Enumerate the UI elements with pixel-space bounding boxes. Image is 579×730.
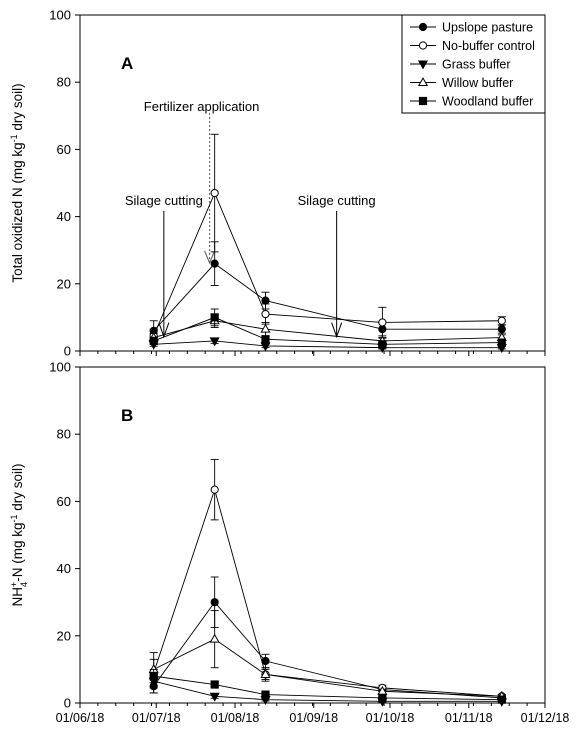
legend-marker: [417, 60, 429, 70]
data-point: [210, 680, 219, 689]
panel-a: 0 20 40 60 80 100 Total oxidized N (mg kg-1 dr…: [9, 8, 546, 359]
x-tick-label: 01/09/18: [289, 711, 338, 725]
series-0: [149, 241, 506, 342]
data-point: [210, 313, 219, 322]
data-point: [210, 188, 219, 198]
x-tick-label: 01/06/18: [56, 711, 105, 725]
legend-marker: [418, 41, 428, 50]
data-point: [261, 656, 270, 666]
series-4: [149, 308, 506, 349]
legend-entry: No-buffer control: [410, 39, 535, 53]
data-point: [209, 337, 220, 347]
panel-b: 0 20 40 60 80 100 NH4+-N (mg kg-1 dry soil) B: [9, 360, 546, 711]
data-point: [260, 342, 271, 352]
legend-entry: Upslope pasture: [410, 21, 533, 35]
data-point: [210, 598, 219, 607]
data-point: [378, 318, 387, 327]
series-line: [153, 675, 502, 701]
x-tick-label: 01/08/18: [211, 711, 260, 725]
annotation-arrowhead: [204, 250, 216, 265]
annotation: Fertilizer application: [144, 99, 260, 265]
series-1: [149, 133, 506, 344]
y-tick-label: 100: [49, 360, 71, 375]
annotation: Silage cutting: [125, 193, 203, 339]
data-point: [209, 692, 220, 702]
data-point: [210, 485, 219, 494]
annotation: Silage cutting: [298, 193, 376, 339]
legend-label: Woodland buffer: [442, 95, 533, 109]
legend-entry: Grass buffer: [410, 58, 511, 72]
y-tick-label: 60: [57, 494, 71, 509]
x-tick-label: 01/12/18: [521, 711, 570, 725]
annotation-label: Fertilizer application: [144, 99, 260, 114]
y-tick-label: 20: [57, 276, 71, 291]
legend: Upslope pasture No-buffer control Grass bu…: [401, 14, 546, 114]
data-point: [378, 340, 387, 349]
data-point: [497, 338, 506, 347]
y-tick-label: 20: [57, 628, 71, 643]
x-tick-label: 01/07/18: [132, 711, 181, 725]
x-tick-label: 01/11/18: [445, 711, 493, 725]
data-point: [260, 323, 271, 333]
panel-label: A: [121, 54, 133, 73]
data-point: [210, 259, 219, 268]
series-3: [148, 610, 507, 700]
series-line: [153, 680, 502, 702]
y-tick-label: 40: [57, 209, 71, 224]
legend-label: Grass buffer: [442, 58, 511, 72]
legend-label: Willow buffer: [442, 76, 513, 90]
series-line: [153, 320, 502, 342]
x-tick-labels: 01/06/18 01/07/18 01/08/18 01/09/18 01/10/18…: [56, 711, 570, 725]
data-point: [149, 672, 158, 681]
y-axis-label: Total oxidized N (mg kg-1 dry soil): [9, 83, 25, 282]
data-point: [209, 633, 220, 643]
y-tick-label: 0: [64, 344, 71, 359]
series-line: [153, 638, 502, 697]
data-point: [261, 335, 270, 344]
legend-marker: [417, 77, 429, 86]
x-tick-label: 01/10/18: [366, 711, 415, 725]
y-tick-label: 80: [57, 427, 71, 442]
y-tick-label: 40: [57, 561, 71, 576]
data-point: [261, 309, 270, 319]
series-2: [148, 337, 507, 354]
legend-marker: [418, 22, 428, 32]
y-axis-label: NH4+-N (mg kg-1 dry soil): [9, 463, 29, 606]
y-tick-label: 0: [64, 696, 71, 711]
series-line: [153, 488, 502, 697]
y-tick-label: 100: [49, 8, 71, 23]
data-point: [260, 669, 271, 678]
annotation-label: Silage cutting: [298, 193, 376, 208]
data-point: [149, 336, 158, 346]
series-2: [148, 673, 507, 707]
series-line: [153, 191, 502, 337]
series-4: [149, 668, 506, 704]
legend-marker: [418, 96, 428, 106]
data-point: [261, 690, 270, 699]
legend-label: Upslope pasture: [442, 21, 533, 35]
legend-entry: Willow buffer: [410, 76, 513, 90]
legend-label: No-buffer control: [442, 39, 535, 53]
data-point: [378, 693, 387, 703]
y-tick-label: 80: [57, 75, 71, 90]
y-tick-label: 60: [57, 142, 71, 157]
data-point: [261, 296, 270, 305]
panel-label: B: [121, 406, 133, 425]
data-point: [497, 316, 506, 325]
series-1: [149, 458, 506, 701]
annotation-label: Silage cutting: [125, 193, 203, 208]
legend-entry: Woodland buffer: [410, 95, 533, 109]
data-point: [497, 695, 506, 704]
data-point: [497, 325, 506, 334]
